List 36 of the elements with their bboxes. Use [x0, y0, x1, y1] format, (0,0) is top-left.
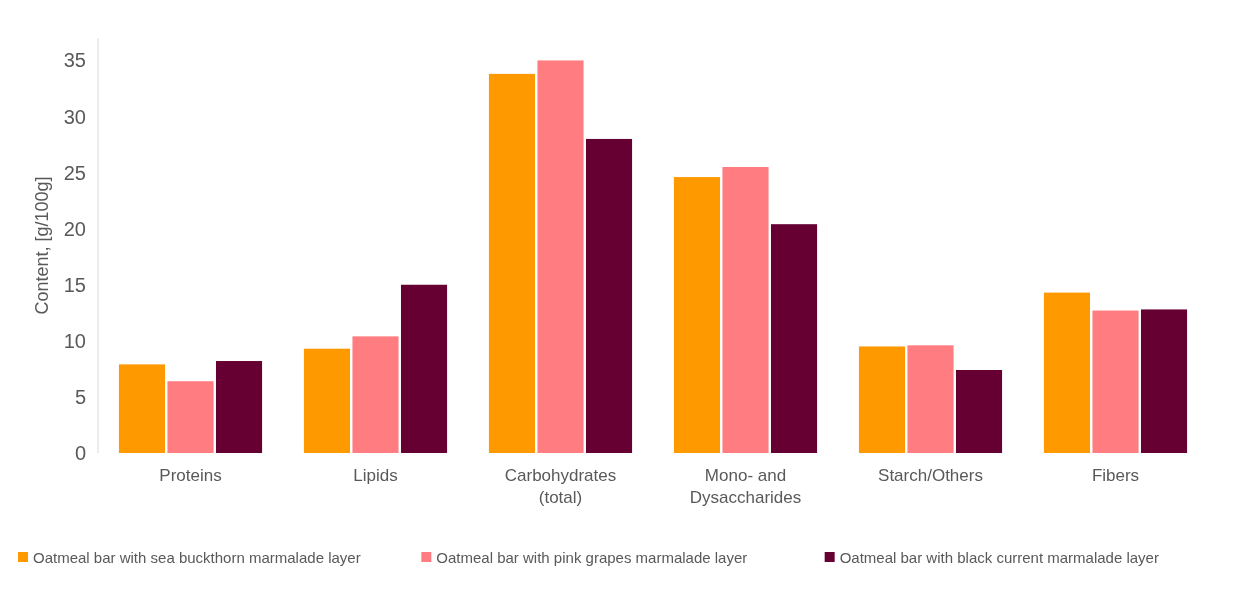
bar [1140, 309, 1188, 453]
y-tick-label: 5 [74, 385, 86, 408]
y-axis-title: Content, [g/100g] [32, 176, 52, 315]
bar [673, 177, 721, 453]
bar [537, 60, 584, 453]
bar [907, 345, 954, 453]
x-tick-label: Fibers [1091, 466, 1140, 485]
bar [858, 346, 906, 453]
y-tick-label: 20 [63, 217, 86, 240]
legend-label: Oatmeal bar with black current marmalade layer [839, 549, 1159, 567]
x-tick-label: Starch/Others [878, 466, 983, 485]
bar [722, 166, 769, 453]
bar [215, 361, 263, 453]
legend-label: Oatmeal bar with sea buckthorn marmalade layer [33, 549, 361, 567]
y-tick-label: 25 [63, 161, 86, 184]
bar [1092, 310, 1139, 453]
x-tick-label: Carbohydrates (total) [504, 466, 617, 507]
bar [770, 224, 818, 453]
y-tick-label: 30 [63, 105, 86, 128]
x-tick-label: Mono- and Dysaccharides [689, 466, 802, 507]
legend-label: Oatmeal bar with pink grapes marmalade layer [436, 549, 748, 567]
bar [585, 138, 633, 453]
x-tick-label: Lipids [353, 466, 398, 485]
bar [352, 336, 399, 453]
y-tick-label: 35 [63, 49, 86, 72]
bar [1043, 292, 1091, 453]
x-tick-label: Proteins [159, 466, 222, 485]
bar [488, 73, 536, 453]
bar [167, 381, 214, 453]
bar [400, 284, 448, 453]
y-tick-label: 0 [74, 442, 86, 464]
y-tick-label: 10 [63, 329, 86, 352]
y-tick-label: 15 [63, 273, 86, 296]
bar [118, 364, 166, 453]
bar [955, 370, 1003, 453]
bar [303, 348, 351, 453]
